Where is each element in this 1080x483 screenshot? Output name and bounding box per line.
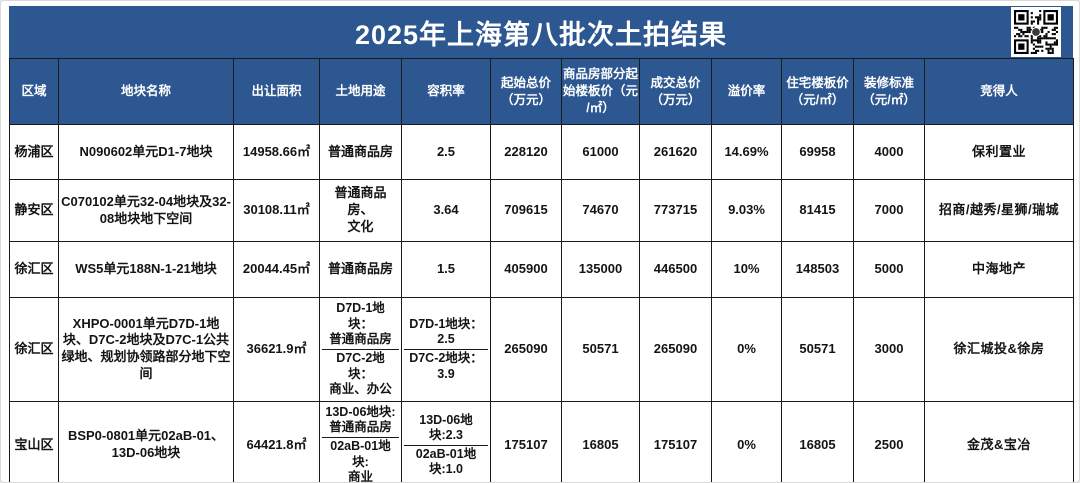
cell-plot-name: WS5单元188N-1-21地块 (58, 241, 234, 298)
cell-start-floor-price: 74670 (561, 179, 640, 242)
cell-far: D7D-1地块：2.5 D7C-2地块：3.9 (401, 297, 491, 402)
cell-far-sub: D7C-2地块：3.9 (409, 350, 483, 381)
cell-land-use: 普通商品房 (319, 241, 402, 298)
cell-region: 杨浦区 (9, 124, 59, 180)
cell-land-use: 13D-06地块: 普通商品房 02aB-01地块: 商业 (319, 400, 402, 483)
column-header: 区域 (9, 58, 59, 125)
table-row: 杨浦区 N090602单元D1-7地块 14958.66㎡ 普通商品房 2.5 22812… (9, 124, 1074, 180)
cell-winner: 招商/越秀/星狮/瑞城 (924, 179, 1074, 242)
cell-plot-name: BSP0-0801单元02aB-01、13D-06地块 (58, 400, 234, 482)
cell-area: 30108.11㎡ (233, 179, 320, 242)
cell-area: 36621.9㎡ (233, 297, 320, 402)
cell-far: 3.64 (401, 179, 491, 242)
cell-far: 13D-06地块:2.3 02aB-01地块:1.0 (401, 400, 491, 482)
cell-area: 20044.45㎡ (233, 241, 320, 298)
cell-far-sub: 13D-06地块:2.3 (404, 412, 488, 446)
cell-region: 徐汇区 (9, 241, 59, 298)
table-row: 静安区 C070102单元32-04地块及32-08地块地下空间 30108.11㎡… (9, 179, 1074, 242)
cell-deal-price: 773715 (639, 179, 712, 242)
cell-start-floor-price: 16805 (561, 400, 640, 482)
cell-decoration-standard: 2500 (853, 400, 925, 482)
column-header: 容积率 (401, 58, 491, 125)
qr-code (1011, 7, 1061, 57)
cell-land-use: D7D-1地块： 普通商品房 D7C-2地块： 商业、办公 (319, 297, 402, 402)
cell-start-price: 405900 (490, 241, 562, 298)
table-row: 徐汇区 XHPO-0001单元D7D-1地块、D7C-2地块及D7C-1公共绿地、… (9, 297, 1074, 402)
cell-premium-rate: 0% (711, 400, 782, 482)
cell-region: 宝山区 (9, 400, 59, 482)
cell-deal-price: 265090 (639, 297, 712, 402)
cell-winner: 中海地产 (924, 241, 1074, 298)
cell-decoration-standard: 3000 (853, 297, 925, 402)
column-header: 商品房部分起 始楼板价（元 /㎡） (561, 58, 640, 125)
cell-residential-floor-price: 148503 (781, 241, 854, 298)
cell-far: 2.5 (401, 124, 491, 180)
cell-start-price: 175107 (490, 400, 562, 482)
cell-far-sub: 02aB-01地块:1.0 (415, 446, 477, 477)
cell-residential-floor-price: 69958 (781, 124, 854, 180)
title-bar: 2025年上海第八批次土拍结果 (9, 6, 1073, 58)
cell-deal-price: 175107 (639, 400, 712, 482)
page-title: 2025年上海第八批次土拍结果 (354, 19, 728, 50)
cell-premium-rate: 10% (711, 241, 782, 298)
cell-premium-rate: 0% (711, 297, 782, 402)
column-header: 竞得人 (924, 58, 1074, 125)
cell-far: 1.5 (401, 241, 491, 298)
cell-plot-name: C070102单元32-04地块及32-08地块地下空间 (58, 179, 234, 242)
cell-deal-price: 261620 (639, 124, 712, 180)
cell-decoration-standard: 7000 (853, 179, 925, 242)
cell-region: 静安区 (9, 179, 59, 242)
cell-start-price: 228120 (490, 124, 562, 180)
cell-area: 64421.8㎡ (233, 400, 320, 482)
cell-start-floor-price: 135000 (561, 241, 640, 298)
cell-decoration-standard: 5000 (853, 241, 925, 298)
table-row: 宝山区 BSP0-0801单元02aB-01、13D-06地块 64421.8㎡ 13… (9, 400, 1074, 483)
table-header-row: 区域 地块名称 出让面积 土地用途 容积率 起始总价 （万元） 商品房部分起 始楼板价（元 … (9, 58, 1074, 125)
column-header: 地块名称 (58, 58, 234, 125)
cell-residential-floor-price: 81415 (781, 179, 854, 242)
cell-plot-name: XHPO-0001单元D7D-1地块、D7C-2地块及D7C-1公共绿地、规划协… (58, 297, 234, 402)
cell-land-use: 普通商品房 (319, 124, 402, 180)
cell-land-use-sub: 13D-06地块: 普通商品房 (322, 404, 399, 438)
cell-deal-price: 446500 (639, 241, 712, 298)
cell-residential-floor-price: 16805 (781, 400, 854, 482)
table-row: 徐汇区 WS5单元188N-1-21地块 20044.45㎡ 普通商品房 1.5 4059… (9, 241, 1074, 298)
cell-plot-name: N090602单元D1-7地块 (58, 124, 234, 180)
cell-start-price: 709615 (490, 179, 562, 242)
cell-land-use-sub: 02aB-01地块: 商业 (330, 439, 391, 483)
results-table: 区域 地块名称 出让面积 土地用途 容积率 起始总价 （万元） 商品房部分起 始楼板价（元 … (9, 58, 1074, 483)
cell-decoration-standard: 4000 (853, 124, 925, 180)
cell-winner: 徐汇城投&徐房 (924, 297, 1074, 402)
cell-land-use-sub: D7C-2地块： 商业、办公 (329, 350, 392, 397)
cell-far-sub: D7D-1地块：2.5 (404, 316, 488, 350)
cell-start-floor-price: 61000 (561, 124, 640, 180)
cell-winner: 金茂&宝冶 (924, 400, 1074, 482)
cell-land-use-sub: D7D-1地块： 普通商品房 (322, 300, 399, 350)
cell-area: 14958.66㎡ (233, 124, 320, 180)
column-header: 起始总价 （万元） (490, 58, 562, 125)
cell-residential-floor-price: 50571 (781, 297, 854, 402)
cell-start-floor-price: 50571 (561, 297, 640, 402)
cell-premium-rate: 14.69% (711, 124, 782, 180)
column-header: 装修标准 （元/㎡） (853, 58, 925, 125)
column-header: 溢价率 (711, 58, 782, 125)
cell-region: 徐汇区 (9, 297, 59, 402)
column-header: 出让面积 (233, 58, 320, 125)
column-header: 住宅楼板价 （元/㎡） (781, 58, 854, 125)
cell-start-price: 265090 (490, 297, 562, 402)
column-header: 土地用途 (319, 58, 402, 125)
column-header: 成交总价 （万元） (639, 58, 712, 125)
cell-land-use: 普通商品房、 文化 (319, 179, 402, 242)
cell-winner: 保利置业 (924, 124, 1074, 180)
cell-premium-rate: 9.03% (711, 179, 782, 242)
